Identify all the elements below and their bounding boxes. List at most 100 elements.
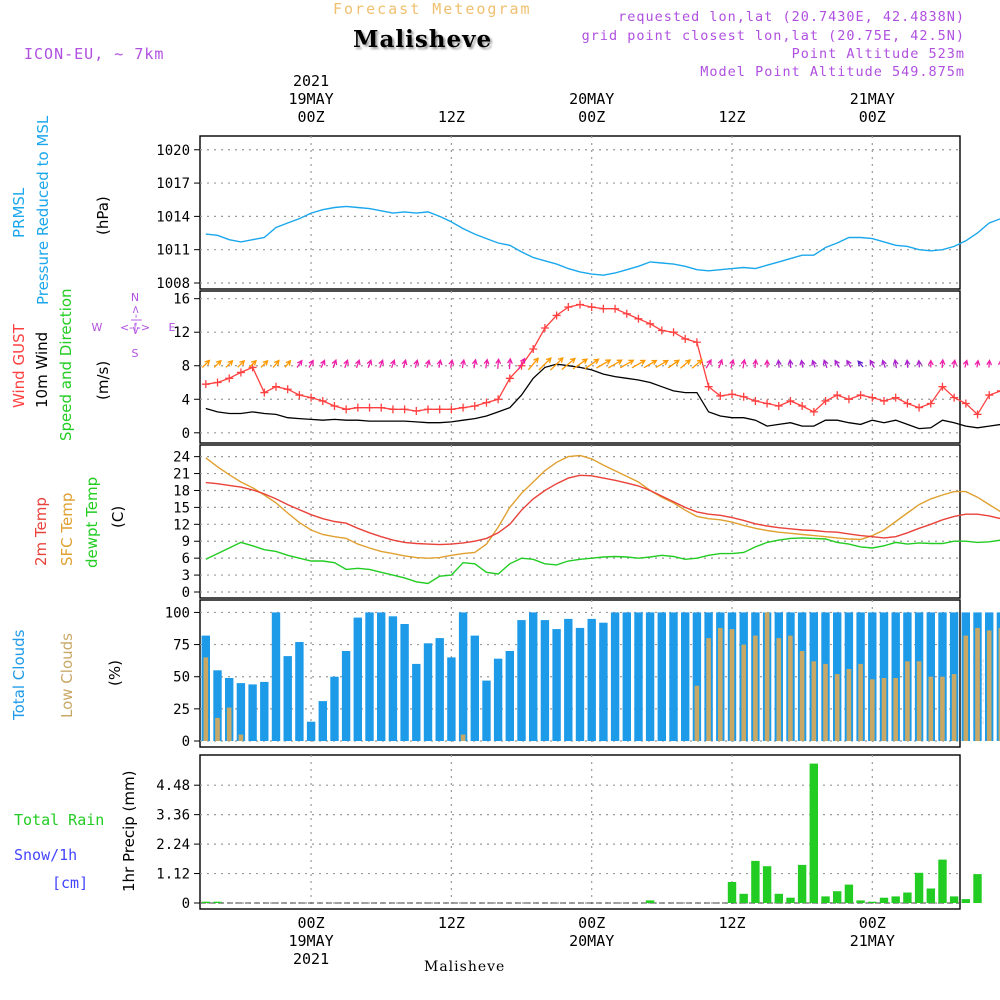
gust-marker [926, 399, 935, 408]
bar-total-rain [903, 892, 912, 903]
bar-low-clouds [460, 734, 466, 741]
bar-low-clouds [718, 627, 723, 741]
wind-direction-arrow [846, 359, 852, 368]
bar-total-clouds [260, 681, 269, 741]
model-label: ICON-EU, ~ 7km [24, 45, 165, 63]
wind-direction-arrow [572, 358, 589, 370]
bar-low-clouds [951, 674, 957, 741]
gust-marker [412, 407, 421, 416]
bar-low-clouds [741, 644, 746, 741]
bar-total-clouds [330, 676, 339, 741]
wind-direction-arrow [495, 357, 502, 369]
label-1hr-precip: 1hr Precip (mm) [120, 771, 138, 892]
y-tick-label: 15 [173, 500, 190, 516]
wind-direction-arrow [460, 358, 467, 369]
time-label-top: 19MAY [288, 90, 333, 108]
gust-marker [611, 304, 620, 313]
compass-north: N [131, 291, 139, 304]
wind-direction-arrow [390, 359, 396, 369]
bar-low-clouds [776, 638, 782, 741]
y-tick-label: 16 [173, 292, 190, 308]
gust-marker [938, 382, 947, 391]
bar-total-rain [727, 882, 737, 903]
wind-direction-arrow [927, 359, 934, 368]
bar-total-rain [201, 901, 210, 903]
bar-total-rain [833, 891, 842, 903]
wind-direction-arrow [811, 359, 817, 368]
gust-marker [540, 324, 549, 333]
wind-direction-arrow [667, 359, 681, 369]
compass-east: E [169, 321, 176, 334]
gust-marker [634, 314, 643, 323]
bar-total-clouds [996, 612, 1000, 741]
bar-low-clouds [799, 651, 805, 741]
wind-direction-arrow [631, 359, 647, 369]
wind-direction-arrow [517, 357, 526, 370]
gust-marker [400, 405, 409, 414]
label-hpa: (hPa) [94, 196, 112, 235]
gust-marker [786, 396, 795, 405]
time-label-bottom: 12Z [438, 914, 465, 932]
gust-marker [260, 388, 269, 397]
gust-marker [201, 380, 210, 389]
wind-direction-arrow [320, 359, 326, 368]
panel-frame [199, 290, 961, 444]
bar-low-clouds [905, 661, 910, 741]
gust-marker [505, 374, 514, 383]
bar-total-rain [891, 896, 900, 903]
label-total-rain: Total Rain [14, 811, 104, 829]
wind-direction-arrow [448, 358, 455, 369]
gust-marker [880, 396, 888, 405]
time-label-bottom: 00Z [859, 914, 886, 932]
bar-total-clouds [517, 620, 526, 741]
gust-marker [996, 390, 1000, 392]
wind-direction-arrow [413, 358, 420, 368]
bar-total-rain [797, 864, 807, 903]
y-tick-label: 6 [182, 551, 190, 567]
gust-marker [295, 391, 304, 400]
bar-low-clouds [893, 678, 898, 741]
bar-total-clouds [306, 721, 316, 741]
bar-total-clouds [493, 658, 503, 741]
bar-total-rain [809, 763, 818, 903]
gust-marker [844, 395, 853, 404]
y-tick-label: 21 [173, 467, 190, 483]
bar-total-rain [868, 901, 877, 903]
y-tick-label: 0 [182, 585, 190, 601]
y-tick-label: 0 [182, 426, 190, 442]
panel-pressure: 1008 1011 1014 1017 1020 [156, 135, 961, 292]
gust-marker [318, 396, 327, 405]
gust-marker [236, 368, 245, 377]
gust-marker [529, 344, 538, 353]
bar-total-rain [821, 896, 830, 903]
gust-marker [728, 390, 736, 399]
time-label-top: 2021 [293, 72, 329, 90]
gust-marker [657, 326, 666, 335]
gust-marker [961, 399, 970, 408]
wind-direction-arrow [869, 359, 875, 368]
gust-marker [833, 391, 842, 400]
time-label-top: 12Z [718, 108, 745, 126]
time-label-top: 12Z [438, 108, 465, 126]
bar-total-clouds [365, 612, 374, 741]
panel-frame [199, 135, 961, 290]
label-low-clouds: Low Clouds [58, 633, 76, 718]
wind-direction-arrow [213, 359, 222, 368]
point-altitude: Point Altitude 523m [791, 46, 965, 62]
bar-total-clouds [283, 656, 292, 741]
wind-direction-arrow [425, 359, 431, 368]
wind-direction-arrow [705, 358, 712, 369]
wind-direction-arrow [951, 358, 958, 368]
time-label-top: 21MAY [850, 90, 895, 108]
y-tick-label: 9 [182, 534, 190, 550]
wind-direction-arrow [834, 359, 840, 368]
y-tick-label: 75 [173, 638, 190, 654]
series-prmsl [205, 205, 1000, 276]
wind-direction-arrow [260, 359, 269, 368]
gust-marker [809, 407, 818, 416]
y-tick-label: 0 [182, 896, 190, 912]
gust-marker [716, 391, 725, 400]
bar-total-clouds [634, 612, 643, 741]
gust-marker [388, 405, 397, 414]
